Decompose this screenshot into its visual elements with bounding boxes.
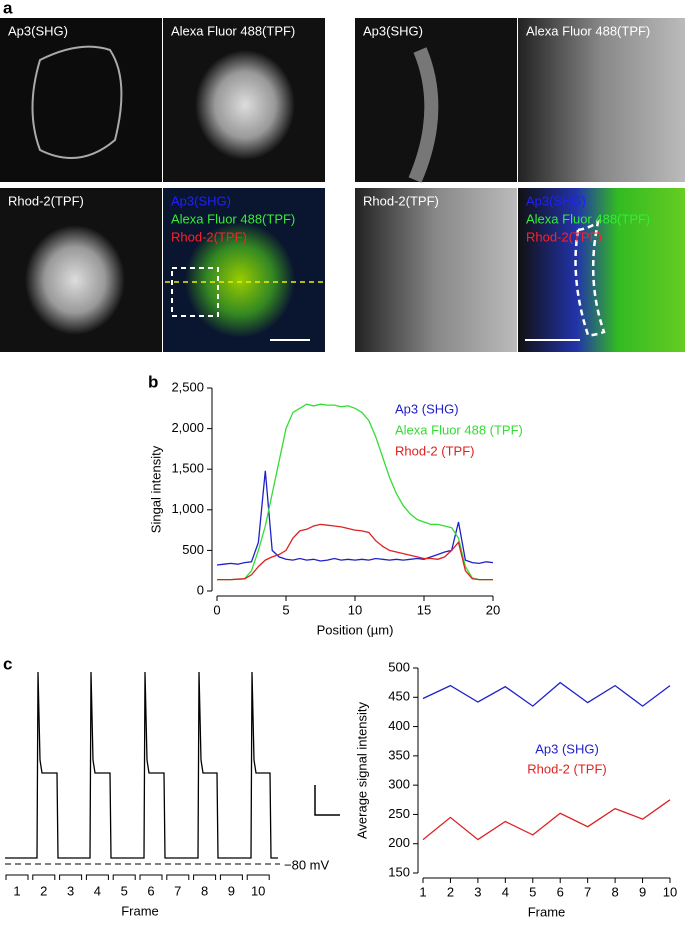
frame-bracket: [85, 874, 109, 880]
panel-label: c: [3, 654, 12, 673]
frame-label: 2: [40, 883, 47, 898]
frame-label: 1: [13, 883, 20, 898]
frame-label: 7: [174, 883, 181, 898]
frame-label: 9: [228, 883, 235, 898]
image-label: Alexa Fluor 488(TPF): [171, 211, 295, 226]
y-tick-label: 500: [182, 542, 204, 557]
x-tick-label: 1: [419, 884, 426, 899]
y-axis-title: Average signal intensity: [354, 701, 369, 839]
legend-label: Ap3 (SHG): [395, 401, 459, 416]
x-tick-label: 20: [486, 602, 500, 617]
series-line: [217, 403, 493, 581]
panel-label: b: [148, 372, 158, 391]
cell: [195, 50, 295, 160]
image-label: Rhod-2(TPF): [526, 229, 602, 244]
y-tick-label: 1,500: [171, 461, 204, 476]
y-tick-label: 1,000: [171, 501, 204, 516]
series-line: [216, 470, 494, 566]
image-label: Ap3(SHG): [363, 23, 423, 38]
x-tick-label: 5: [282, 602, 289, 617]
frame-bracket: [166, 874, 190, 880]
roi-box: [171, 267, 219, 317]
x-tick-label: 4: [502, 884, 509, 899]
membrane: [408, 47, 439, 183]
series-line: [217, 523, 493, 581]
series-line: [422, 799, 671, 841]
x-tick-label: 9: [639, 884, 646, 899]
image-label: Alexa Fluor 488(TPF): [526, 211, 650, 226]
y-tick-label: 400: [388, 718, 410, 733]
frame-label: 8: [201, 883, 208, 898]
legend-label: Ap3 (SHG): [535, 741, 599, 756]
image-tile: [0, 18, 162, 182]
image-label: Alexa Fluor 488(TPF): [526, 23, 650, 38]
image-tile: [518, 18, 685, 182]
frame-label: 6: [147, 883, 154, 898]
x-tick-label: 3: [474, 884, 481, 899]
voltage-trace: [5, 671, 278, 859]
panel-label: a: [3, 0, 13, 17]
frame-bracket: [246, 874, 270, 880]
cell: [185, 222, 295, 338]
image-label: Ap3(SHG): [171, 193, 231, 208]
baseline-label: −80 mV: [284, 857, 329, 872]
x-axis-title: Frame: [528, 904, 566, 919]
y-tick-label: 250: [388, 806, 410, 821]
image-label: Rhod-2(TPF): [8, 193, 84, 208]
x-tick-label: 5: [529, 884, 536, 899]
roi-outline: [574, 219, 606, 337]
frame-label: 4: [94, 883, 101, 898]
y-tick-label: 200: [388, 835, 410, 850]
y-tick-label: 0: [197, 582, 204, 597]
legend-label: Alexa Fluor 488 (TPF): [395, 422, 523, 437]
y-axis-title: Singal intensity: [148, 445, 163, 533]
frame-bracket: [219, 874, 243, 880]
image-label: Rhod-2(TPF): [171, 229, 247, 244]
image-label: Ap3(SHG): [526, 193, 586, 208]
x-tick-label: 2: [447, 884, 454, 899]
frame-bracket: [32, 874, 56, 880]
y-tick-label: 300: [388, 777, 410, 792]
y-tick-label: 350: [388, 747, 410, 762]
cell: [25, 225, 125, 335]
x-tick-label: 0: [213, 602, 220, 617]
x-tick-label: 8: [611, 884, 618, 899]
x-tick-label: 15: [417, 602, 431, 617]
y-tick-label: 2,000: [171, 420, 204, 435]
image-label: Ap3(SHG): [8, 23, 68, 38]
frame-bracket: [59, 874, 83, 880]
x-axis-title: Position (µm): [317, 622, 394, 637]
frame-label: 10: [251, 883, 265, 898]
frame-bracket: [139, 874, 163, 880]
frame-label: 3: [67, 883, 74, 898]
legend-label: Rhod-2 (TPF): [395, 443, 474, 458]
x-tick-label: 10: [663, 884, 677, 899]
scale-bar: [314, 785, 340, 816]
image-label: Rhod-2(TPF): [363, 193, 439, 208]
y-tick-label: 150: [388, 864, 410, 879]
y-tick-label: 500: [388, 659, 410, 674]
cell-outline: [31, 45, 123, 159]
frame-bracket: [5, 874, 29, 880]
series-line: [422, 681, 671, 707]
x-tick-label: 10: [348, 602, 362, 617]
image-tile: [355, 188, 517, 352]
x-tick-label: 7: [584, 884, 591, 899]
x-axis-title: Frame: [121, 903, 159, 918]
frame-label: 5: [121, 883, 128, 898]
image-label: Alexa Fluor 488(TPF): [171, 23, 295, 38]
y-tick-label: 450: [388, 689, 410, 704]
y-tick-label: 2,500: [171, 379, 204, 394]
x-tick-label: 6: [557, 884, 564, 899]
legend-label: Rhod-2 (TPF): [527, 761, 606, 776]
frame-bracket: [193, 874, 217, 880]
frame-bracket: [112, 874, 136, 880]
